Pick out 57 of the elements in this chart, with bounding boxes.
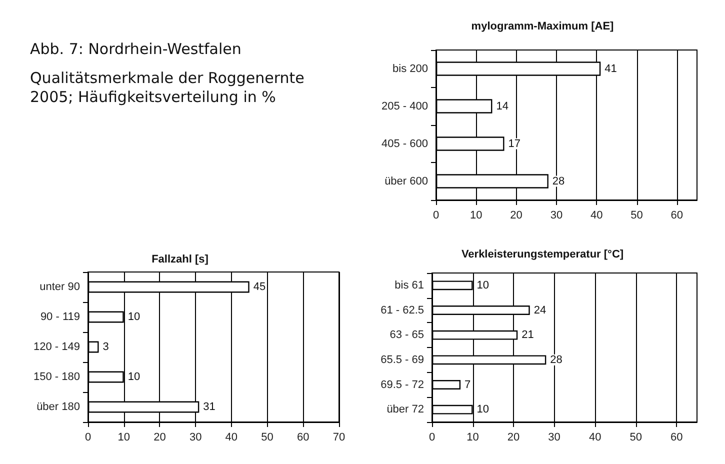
data-label: 3 bbox=[102, 341, 109, 353]
y-tick-label: 69.5 - 72 bbox=[380, 378, 424, 391]
y-tick-label: 90 - 119 bbox=[40, 311, 80, 323]
data-label: 41 bbox=[604, 62, 617, 75]
y-tick-label: 120 - 149 bbox=[34, 341, 80, 353]
x-tick-label: 40 bbox=[225, 432, 238, 444]
x-tick-label: 50 bbox=[261, 432, 274, 444]
data-label: 10 bbox=[128, 371, 140, 383]
data-label: 28 bbox=[552, 175, 565, 188]
y-tick-label: 405 - 600 bbox=[382, 138, 428, 150]
y-tick-label: über 600 bbox=[384, 175, 428, 188]
x-tick-label: 20 bbox=[154, 432, 166, 444]
data-label: 21 bbox=[522, 329, 534, 342]
x-tick-label: 60 bbox=[670, 210, 684, 222]
y-tick-label: 65.5 - 69 bbox=[380, 354, 424, 366]
text: Abb. 7: Nordrhein-Westfalen bbox=[30, 40, 242, 59]
x-tick-label: 70 bbox=[332, 432, 346, 444]
x-tick-label: 0 bbox=[432, 210, 440, 222]
y-tick-label: über 180 bbox=[36, 401, 80, 413]
data-label: 24 bbox=[534, 304, 546, 316]
x-tick-label: 60 bbox=[297, 432, 310, 444]
x-tick-label: 20 bbox=[510, 210, 522, 222]
y-tick-label: über 72 bbox=[386, 404, 424, 416]
y-tick-label: bis 61 bbox=[394, 279, 424, 292]
data-label: 31 bbox=[203, 401, 216, 413]
x-tick-label: 50 bbox=[630, 210, 643, 222]
data-label: 14 bbox=[496, 100, 508, 112]
x-tick-label: 0 bbox=[428, 432, 436, 444]
x-tick-label: 30 bbox=[548, 432, 560, 444]
y-tick-label: bis 200 bbox=[392, 62, 428, 75]
x-tick-label: 10 bbox=[466, 432, 479, 444]
x-tick-label: 20 bbox=[507, 432, 520, 444]
data-label: 17 bbox=[508, 138, 521, 150]
y-tick-label: 205 - 400 bbox=[382, 100, 428, 112]
y-tick-label: 61 - 62.5 bbox=[380, 304, 424, 316]
data-label: 28 bbox=[550, 354, 562, 366]
data-label: 10 bbox=[476, 404, 490, 416]
y-tick-label: 63 - 65 bbox=[390, 329, 424, 342]
chart-title: mylogramm-Maximum [AE] bbox=[471, 20, 614, 32]
y-tick-label: 150 - 180 bbox=[34, 371, 80, 383]
x-tick-label: 30 bbox=[189, 432, 202, 444]
x-tick-label: 50 bbox=[630, 432, 642, 444]
text: Qualitätsmerkmale der Roggenernte 2005; Häufigkeitsverteilung in % bbox=[30, 69, 306, 107]
x-tick-label: 10 bbox=[118, 432, 130, 444]
x-tick-label: 10 bbox=[470, 210, 482, 222]
x-tick-label: 40 bbox=[590, 210, 603, 222]
data-label: 10 bbox=[128, 311, 140, 323]
x-tick-label: 60 bbox=[670, 432, 683, 444]
chart-title: Fallzahl [s] bbox=[152, 254, 209, 266]
x-tick-label: 30 bbox=[550, 210, 563, 222]
data-label: 45 bbox=[253, 281, 266, 293]
x-tick-label: 40 bbox=[588, 432, 602, 444]
y-tick-label: unter 90 bbox=[40, 281, 80, 293]
data-label: 7 bbox=[464, 378, 471, 391]
x-tick-label: 0 bbox=[84, 432, 92, 444]
chart-title: Verkleisterungstemperatur [°C] bbox=[461, 248, 624, 260]
data-label: 10 bbox=[476, 279, 490, 292]
